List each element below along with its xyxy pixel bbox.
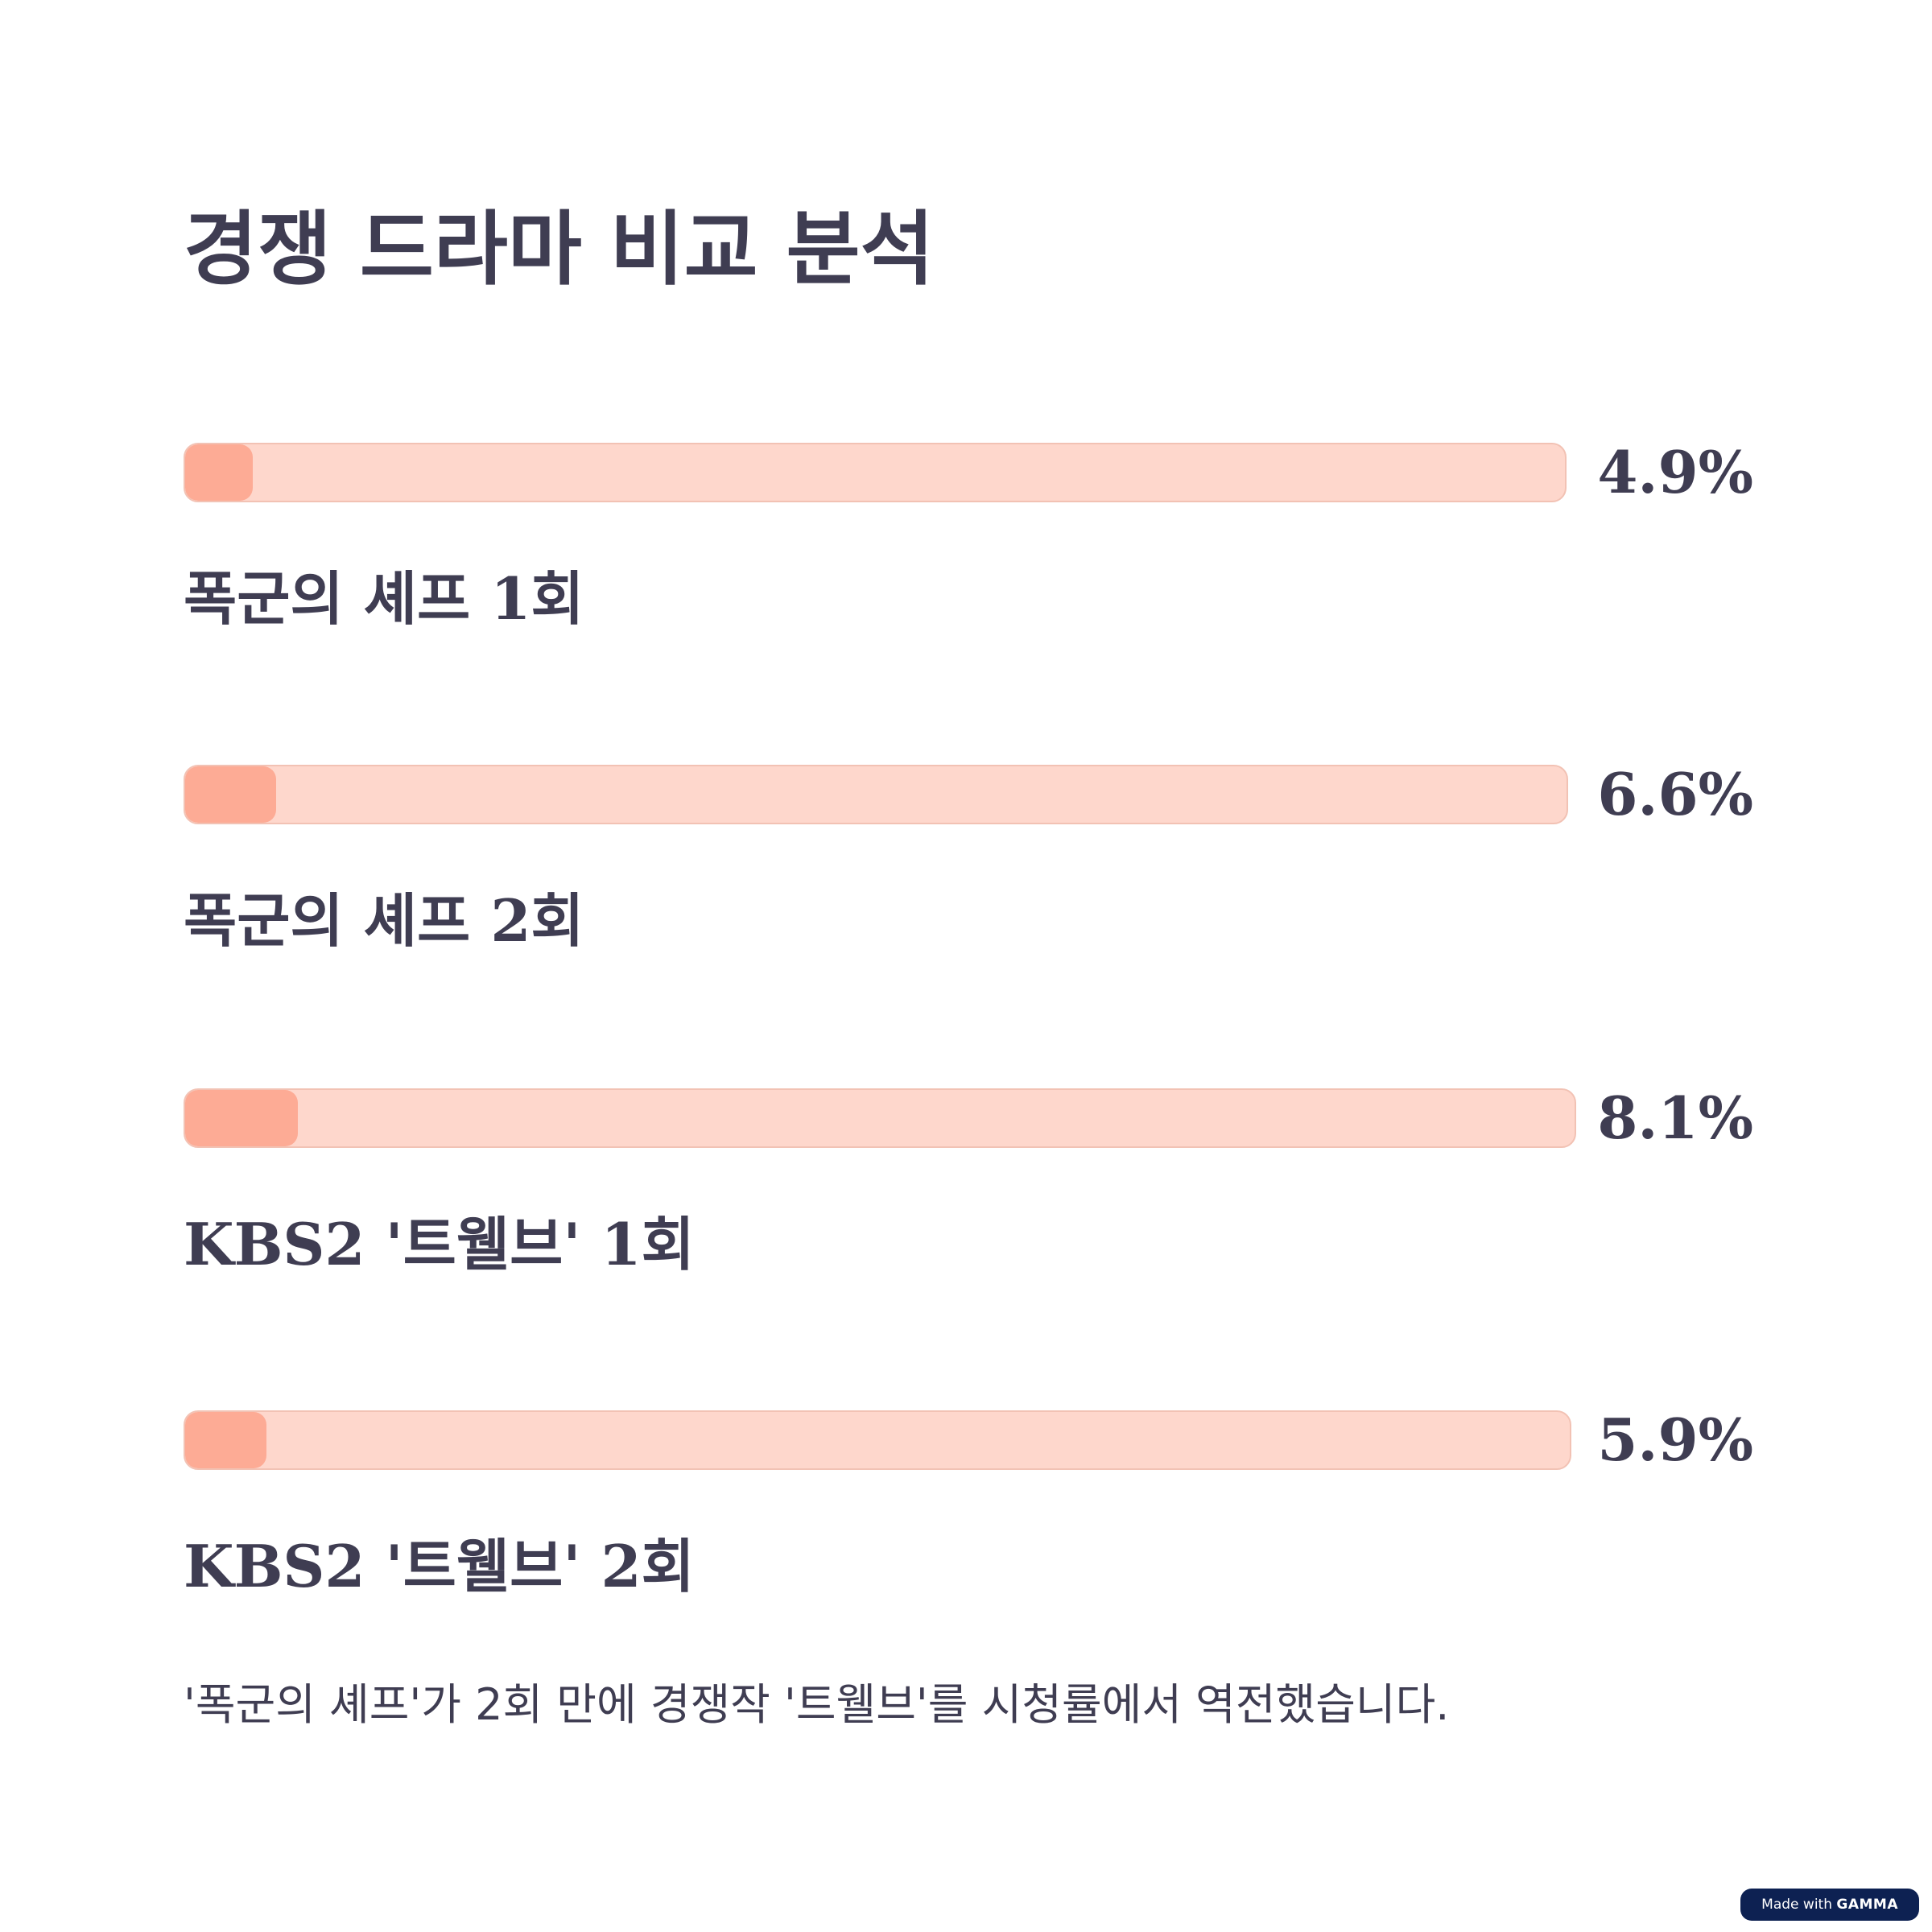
- bar-category-label: KBS2 '트웰브' 1회: [184, 1210, 695, 1278]
- bar-track: [184, 443, 1567, 502]
- bar-value-label: 6.6%: [1597, 760, 1753, 828]
- bar-fill: [185, 766, 277, 823]
- bar-row: 6.6% 폭군의 셰프 2회: [184, 760, 1753, 998]
- made-with-gamma-badge[interactable]: Made with GAMMA: [1740, 1889, 1919, 1921]
- bar-row: 4.9% 폭군의 셰프 1회: [184, 438, 1753, 676]
- bar-fill: [185, 444, 253, 501]
- bar-category-label: KBS2 '트웰브' 2회: [184, 1532, 695, 1600]
- badge-prefix: Made with: [1761, 1897, 1832, 1913]
- bar-track: [184, 1088, 1576, 1148]
- bar-row: 8.1% KBS2 '트웰브' 1회: [184, 1084, 1753, 1322]
- gamma-logo: GAMMA: [1836, 1897, 1898, 1913]
- summary-text: '폭군의 셰프'가 2회 만에 경쟁작 '트웰브'를 시청률에서 역전했습니다.: [184, 1679, 1450, 1730]
- bar-category-label: 폭군의 셰프 1회: [184, 564, 584, 633]
- bar-value-label: 8.1%: [1597, 1084, 1753, 1152]
- bar-fill: [185, 1412, 267, 1468]
- bar-track: [184, 765, 1568, 824]
- bar-value-label: 5.9%: [1597, 1406, 1753, 1474]
- bar-fill: [185, 1090, 298, 1146]
- bar-row: 5.9% KBS2 '트웰브' 2회: [184, 1406, 1753, 1644]
- bar-track: [184, 1410, 1571, 1470]
- page-title: 경쟁 드라마 비교 분석: [184, 202, 935, 296]
- bar-category-label: 폭군의 셰프 2회: [184, 886, 584, 955]
- bar-value-label: 4.9%: [1597, 438, 1753, 506]
